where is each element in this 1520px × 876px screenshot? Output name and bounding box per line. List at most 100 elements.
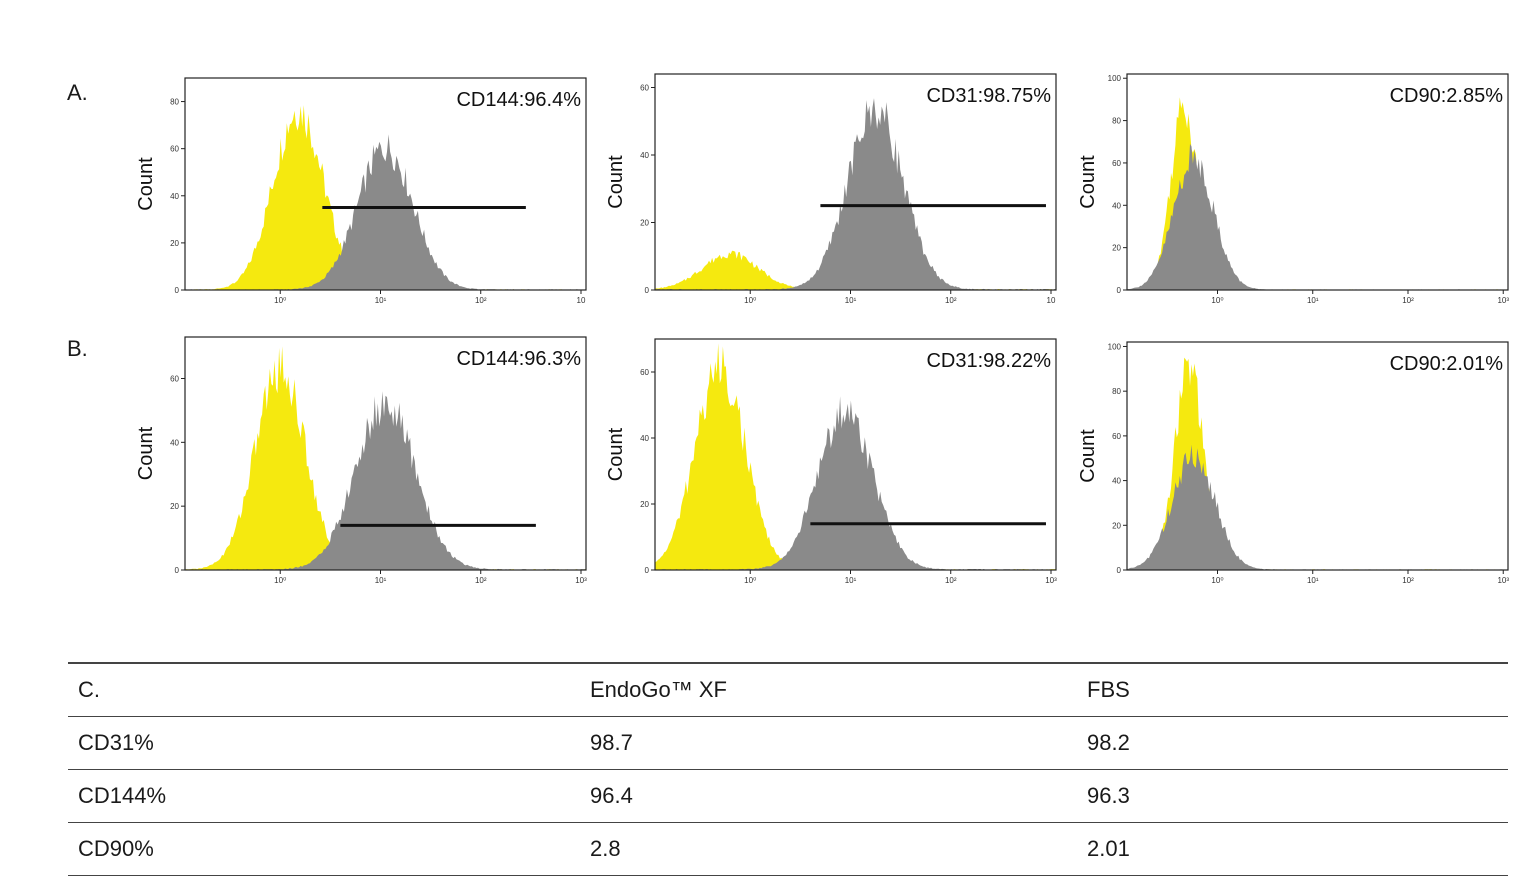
table-cell: 96.3 — [1077, 769, 1508, 823]
histogram-b-cd90: 0 20 40 60 80 100 10⁰ 10¹ 10² 10³ Count CD90:2.01% — [1077, 341, 1509, 585]
y-tick-label: 80 — [1112, 117, 1121, 126]
x-tick-label: 10¹ — [375, 296, 387, 305]
x-tick-label: 10² — [475, 576, 487, 585]
y-axis-label: Count — [605, 155, 627, 209]
table-row: CD144% 96.4 96.3 — [68, 769, 1508, 823]
table-header-cell: EndoGo™ XF — [580, 662, 1077, 717]
table-cell: 98.2 — [1077, 716, 1508, 770]
percent-annotation: CD90:2.85% — [1390, 85, 1504, 107]
stained-histogram — [1127, 444, 1508, 570]
table-cell: CD144% — [68, 769, 580, 823]
x-tick-label: 10¹ — [1307, 296, 1319, 305]
histogram-a-cd144: 0 20 40 60 80 10⁰ 10¹ 10² 10 Count CD144:96.4% — [135, 77, 587, 305]
row-label-b: B. — [67, 336, 88, 361]
y-tick-label: 20 — [1112, 244, 1121, 253]
table-cell: 2.01 — [1077, 822, 1508, 876]
y-tick-label: 40 — [1112, 201, 1121, 210]
y-axis-label: Count — [605, 427, 627, 481]
isotype-histogram — [655, 250, 1056, 290]
y-tick-label: 80 — [170, 98, 179, 107]
table-cell: 96.4 — [580, 769, 1077, 823]
stained-histogram — [1127, 143, 1508, 290]
stained-histogram — [655, 396, 1056, 570]
percent-annotation: CD144:96.4% — [456, 89, 581, 111]
percent-annotation: CD31:98.75% — [926, 85, 1051, 107]
y-tick-label: 0 — [1117, 566, 1122, 575]
x-tick-label: 10² — [1402, 296, 1414, 305]
x-tick-label: 10¹ — [845, 576, 857, 585]
x-tick-label: 10⁰ — [744, 576, 756, 585]
y-tick-label: 100 — [1108, 342, 1122, 351]
y-tick-label: 40 — [640, 151, 649, 160]
x-tick-label: 10⁰ — [274, 296, 286, 305]
histogram-a-cd31: 0 20 40 60 10⁰ 10¹ 10² 10 Count CD31:98.75% — [605, 73, 1057, 305]
y-tick-label: 40 — [1112, 477, 1121, 486]
y-axis-label: Count — [135, 157, 157, 211]
plot-frame — [184, 336, 587, 571]
percent-annotation: CD144:96.3% — [456, 348, 581, 370]
y-tick-label: 60 — [170, 145, 179, 154]
y-tick-label: 0 — [175, 286, 180, 295]
y-tick-label: 20 — [1112, 521, 1121, 530]
y-tick-label: 20 — [640, 219, 649, 228]
plot-frame — [1126, 341, 1509, 571]
isotype-histogram — [185, 105, 586, 290]
x-tick-label: 10⁰ — [744, 296, 756, 305]
stained-histogram — [185, 134, 586, 290]
y-axis-label: Count — [1077, 429, 1099, 483]
x-tick-label: 10⁰ — [274, 576, 286, 585]
y-tick-label: 0 — [175, 566, 180, 575]
x-tick-label: 10² — [475, 296, 487, 305]
percent-annotation: CD31:98.22% — [926, 350, 1051, 372]
y-tick-label: 80 — [1112, 387, 1121, 396]
y-tick-label: 40 — [170, 192, 179, 201]
y-tick-label: 60 — [1112, 159, 1121, 168]
x-tick-label: 10² — [1402, 576, 1414, 585]
results-table: C. EndoGo™ XF FBS CD31% 98.7 98.2 CD144%… — [68, 662, 1508, 876]
x-tick-label: 10⁰ — [1211, 576, 1223, 585]
histogram-a-cd90: 0 20 40 60 80 100 10⁰ 10¹ 10² 10³ Count CD90:2.85% — [1077, 73, 1509, 305]
x-tick-label: 10¹ — [375, 576, 387, 585]
plot-frame — [654, 338, 1057, 571]
table-header-cell: C. — [68, 662, 580, 717]
x-tick-label: 10³ — [1497, 296, 1509, 305]
y-tick-label: 100 — [1108, 74, 1122, 83]
histogram-b-cd144: 0 20 40 60 10⁰ 10¹ 10² 10³ Count CD144:96.3% — [135, 336, 587, 585]
y-tick-label: 40 — [640, 434, 649, 443]
x-tick-label: 10² — [945, 576, 957, 585]
x-tick-label: 10³ — [575, 576, 587, 585]
x-tick-label: 10¹ — [1307, 576, 1319, 585]
plot-frame — [654, 73, 1057, 291]
x-tick-label: 10³ — [1045, 576, 1057, 585]
x-tick-label: 10¹ — [845, 296, 857, 305]
y-axis-label: Count — [1077, 155, 1099, 209]
isotype-histogram — [655, 343, 1056, 570]
isotype-histogram — [185, 346, 586, 570]
y-tick-label: 0 — [645, 566, 650, 575]
histogram-b-cd31: 0 20 40 60 10⁰ 10¹ 10² 10³ Count CD31:98.22% — [605, 338, 1057, 585]
x-tick-label: 10 — [1047, 296, 1056, 305]
table-row: CD90% 2.8 2.01 — [68, 822, 1508, 876]
plot-frame — [1126, 73, 1509, 291]
table-cell: 2.8 — [580, 822, 1077, 876]
plot-frame — [184, 77, 587, 291]
stained-histogram — [655, 98, 1056, 290]
y-tick-label: 60 — [640, 368, 649, 377]
table-header-row: C. EndoGo™ XF FBS — [68, 662, 1508, 717]
y-tick-label: 0 — [645, 286, 650, 295]
y-tick-label: 60 — [170, 374, 179, 383]
table-cell: CD90% — [68, 822, 580, 876]
table-row: CD31% 98.7 98.2 — [68, 716, 1508, 770]
y-tick-label: 20 — [170, 239, 179, 248]
table-header-cell: FBS — [1077, 662, 1508, 717]
x-tick-label: 10⁰ — [1211, 296, 1223, 305]
y-axis-label: Count — [135, 426, 157, 480]
x-tick-label: 10³ — [1497, 576, 1509, 585]
y-tick-label: 60 — [640, 84, 649, 93]
y-tick-label: 40 — [170, 438, 179, 447]
table-cell: 98.7 — [580, 716, 1077, 770]
y-tick-label: 20 — [170, 502, 179, 511]
table-cell: CD31% — [68, 716, 580, 770]
x-tick-label: 10² — [945, 296, 957, 305]
row-label-a: A. — [67, 80, 88, 105]
